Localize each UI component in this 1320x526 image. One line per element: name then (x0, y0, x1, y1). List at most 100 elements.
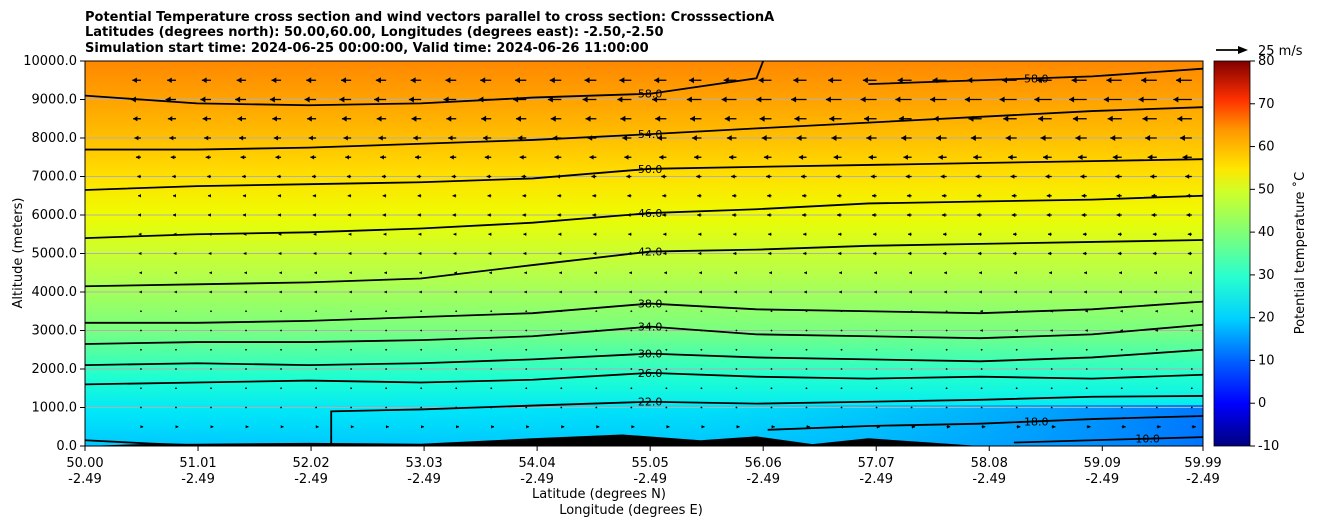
wind-vector-head (699, 271, 702, 275)
y-tick-label: 7000.0 (32, 170, 78, 185)
wind-vector-head (909, 271, 912, 275)
wind-vector (805, 406, 808, 409)
wind-vector-head (408, 96, 414, 103)
wind-vector (1190, 387, 1193, 390)
wind-vector-head (313, 251, 317, 256)
wind-vector (840, 348, 843, 351)
wind-vector (840, 387, 843, 390)
wind-vector-head (1190, 309, 1193, 313)
wind-vector (350, 348, 353, 351)
wind-vector-head (347, 193, 351, 198)
wind-vector-head (134, 135, 139, 141)
contour-line (330, 395, 1203, 446)
wind-vector-head (591, 174, 595, 179)
wind-vector-head (864, 115, 870, 122)
wind-vector (735, 329, 738, 332)
wind-vector-head (1084, 271, 1087, 275)
wind-vector-head (935, 135, 941, 141)
wind-vector-head (382, 213, 386, 217)
wind-vector-head (1106, 77, 1112, 84)
wind-vector (560, 329, 563, 332)
contour-line (85, 348, 1203, 367)
wind-vector-head (280, 425, 284, 429)
wind-vector-head (1075, 135, 1081, 141)
wind-vector (630, 310, 633, 313)
wind-vector-head (381, 174, 386, 179)
wind-vector-head (582, 96, 588, 103)
wind-vector-head (724, 115, 730, 122)
wind-vector-head (626, 174, 630, 179)
wind-vector-head (796, 135, 802, 141)
wind-vector-head (382, 193, 386, 198)
x-tick-label-lon: -2.49 (407, 472, 441, 487)
wind-vector-head (804, 271, 807, 275)
contour-label: 58.0 (1024, 72, 1049, 85)
wind-vector-head (803, 232, 807, 237)
wind-vector (525, 368, 528, 370)
wind-vector-head (1002, 77, 1008, 84)
wind-vector-head (662, 193, 666, 198)
wind-vector-head (624, 154, 629, 160)
wind-vector-head (909, 290, 912, 294)
colorbar-tick-label: 70 (1258, 97, 1275, 112)
wind-vector-head (482, 135, 488, 141)
wind-vector-head (559, 271, 562, 275)
wind-vector-head (446, 115, 452, 122)
wind-vector-head (628, 232, 632, 236)
wind-vector-head (732, 213, 736, 217)
wind-vector-head (968, 115, 974, 122)
y-tick-label: 2000.0 (32, 362, 78, 377)
wind-vector-head (697, 213, 701, 217)
wind-vector (1120, 348, 1123, 351)
wind-vector (490, 329, 493, 332)
wind-vector-head (173, 251, 177, 256)
wind-vector (700, 329, 703, 332)
wind-vector-head (1077, 154, 1083, 161)
wind-vector (175, 387, 177, 390)
wind-vector-head (559, 290, 562, 294)
wind-vector (595, 348, 598, 351)
wind-vector (910, 310, 913, 313)
wind-vector (525, 310, 528, 313)
x-tick-label-lat: 59.99 (1184, 456, 1221, 471)
wind-vector-head (489, 290, 492, 294)
wind-vector-head (1116, 212, 1121, 218)
wind-vector-head (593, 251, 597, 256)
wind-vector-head (138, 232, 142, 236)
wind-vector-head (277, 174, 281, 179)
wind-vector-head (736, 424, 740, 429)
wind-vector (175, 406, 177, 409)
wind-vector (525, 329, 528, 332)
wind-vector-head (1085, 329, 1088, 332)
colorbar-tick-label: 0 (1258, 396, 1266, 411)
title-line-1: Potential Temperature cross section and … (85, 10, 774, 25)
wind-vector-head (243, 251, 247, 256)
wind-vector-head (908, 251, 912, 256)
wind-vector-head (585, 115, 591, 122)
wind-vector-head (417, 193, 421, 198)
x-axis-label-lon: Longitude (degrees E) (559, 503, 703, 518)
contour-line (85, 106, 1203, 151)
wind-vector-head (310, 155, 315, 160)
wind-vector-head (1110, 135, 1116, 141)
wind-vector-head (1080, 174, 1085, 179)
wind-vector-head (456, 425, 459, 429)
wind-vector-head (940, 174, 945, 179)
wind-vector-head (486, 174, 491, 179)
wind-vector-head (244, 290, 247, 294)
wind-vector-head (1081, 212, 1086, 218)
wind-vector-head (970, 135, 976, 141)
wind-vector (280, 310, 282, 313)
wind-vector-head (1107, 115, 1113, 122)
wind-vector-head (173, 213, 176, 217)
wind-vector (805, 387, 808, 390)
wind-vector-head (277, 193, 281, 198)
wind-vector (420, 387, 423, 390)
wind-vector (1085, 348, 1088, 351)
wind-vector-head (454, 271, 457, 275)
wind-vector (1190, 368, 1193, 370)
wind-vector (210, 329, 212, 332)
wind-vector-head (207, 213, 211, 217)
wind-vector (735, 310, 738, 313)
